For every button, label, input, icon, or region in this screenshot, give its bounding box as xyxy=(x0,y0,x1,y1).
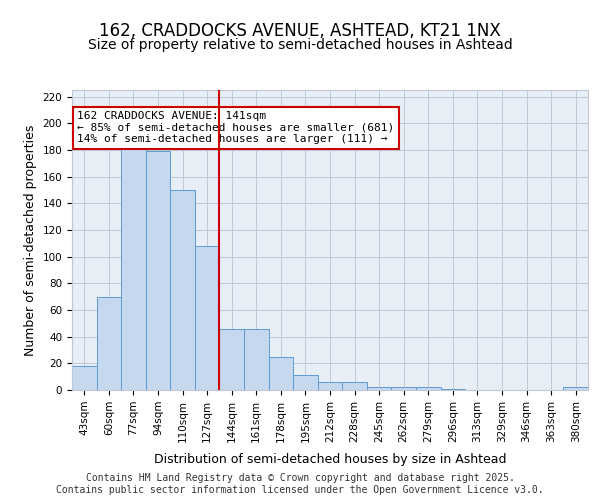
Text: 162, CRADDOCKS AVENUE, ASHTEAD, KT21 1NX: 162, CRADDOCKS AVENUE, ASHTEAD, KT21 1NX xyxy=(99,22,501,40)
Bar xyxy=(97,296,121,390)
Y-axis label: Number of semi-detached properties: Number of semi-detached properties xyxy=(24,124,37,356)
Bar xyxy=(293,376,318,390)
Text: 162 CRADDOCKS AVENUE: 141sqm
← 85% of semi-detached houses are smaller (681)
14%: 162 CRADDOCKS AVENUE: 141sqm ← 85% of se… xyxy=(77,111,394,144)
Bar xyxy=(244,328,269,390)
Bar xyxy=(269,356,293,390)
Bar xyxy=(318,382,342,390)
Bar xyxy=(416,388,440,390)
Bar xyxy=(440,388,465,390)
Bar xyxy=(342,382,367,390)
Bar xyxy=(195,246,220,390)
Bar xyxy=(146,152,170,390)
Bar xyxy=(563,388,588,390)
Bar xyxy=(72,366,97,390)
Bar xyxy=(170,190,195,390)
Text: Contains HM Land Registry data © Crown copyright and database right 2025.
Contai: Contains HM Land Registry data © Crown c… xyxy=(56,474,544,495)
X-axis label: Distribution of semi-detached houses by size in Ashtead: Distribution of semi-detached houses by … xyxy=(154,453,506,466)
Bar xyxy=(220,328,244,390)
Bar xyxy=(391,388,416,390)
Bar xyxy=(121,148,146,390)
Bar xyxy=(367,388,391,390)
Text: Size of property relative to semi-detached houses in Ashtead: Size of property relative to semi-detach… xyxy=(88,38,512,52)
